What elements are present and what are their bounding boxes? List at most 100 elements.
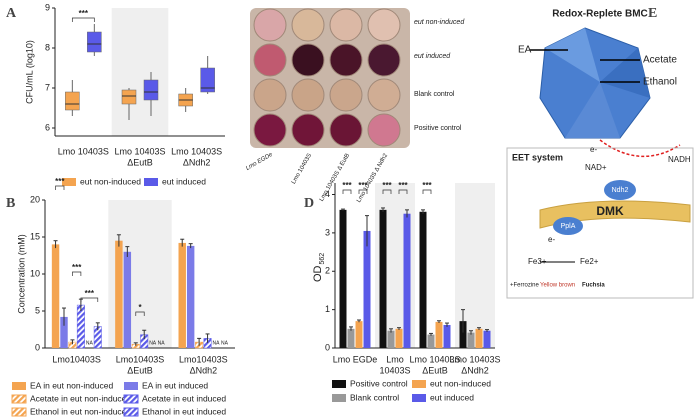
row-label: Blank control bbox=[414, 91, 455, 98]
annotation: *** bbox=[342, 181, 352, 190]
legend-label: eut induced bbox=[162, 176, 206, 186]
y-tick-label: 9 bbox=[45, 2, 50, 12]
bar bbox=[467, 332, 475, 348]
diagram-text: Acetate bbox=[643, 55, 677, 66]
shade bbox=[455, 183, 495, 348]
bracket bbox=[55, 185, 65, 190]
diagram-text: Fe3+ bbox=[528, 257, 547, 266]
y-tick-label: 15 bbox=[30, 231, 40, 241]
legend-label: eut non-induced bbox=[80, 176, 141, 186]
diagram-text: e- bbox=[548, 235, 555, 244]
legend-swatch bbox=[62, 178, 76, 186]
y-tick-label: 6 bbox=[45, 122, 50, 132]
legend-swatch bbox=[332, 380, 346, 388]
box bbox=[200, 67, 215, 93]
box bbox=[87, 31, 102, 53]
diagram-text: +Ferrozine bbox=[510, 283, 540, 289]
diagram-text: Fuchsia bbox=[582, 283, 605, 289]
y-axis-label: OD bbox=[312, 265, 324, 282]
y-tick-label: 2 bbox=[325, 266, 330, 276]
x-tick-label: Lmo 10403S bbox=[171, 146, 222, 156]
x-tick-label: Lmo10403S bbox=[52, 354, 101, 364]
value-label: NA bbox=[158, 340, 166, 346]
x-tick-label: 10403S bbox=[379, 365, 410, 375]
bracket bbox=[422, 189, 432, 194]
x-tick-label: ΔNdh2 bbox=[190, 365, 218, 375]
diagram-title: Redox-Replete BMC bbox=[552, 9, 648, 20]
bracket bbox=[80, 297, 99, 302]
bar bbox=[387, 330, 395, 348]
bracket bbox=[382, 189, 392, 194]
x-tick-label: Lmo10403S bbox=[116, 354, 165, 364]
diagram-text: EA bbox=[518, 45, 532, 56]
panel-label: E bbox=[648, 6, 657, 21]
x-tick-label: Lmo 10403S bbox=[58, 146, 109, 156]
x-tick-label: ΔEutB bbox=[127, 365, 153, 375]
legend-swatch bbox=[123, 394, 139, 404]
annotation: *** bbox=[422, 181, 432, 190]
bar bbox=[403, 213, 411, 348]
box bbox=[65, 91, 80, 111]
annotation: *** bbox=[72, 263, 82, 272]
diagram-text: DMK bbox=[596, 204, 624, 218]
bracket bbox=[72, 271, 82, 276]
bar bbox=[475, 328, 483, 348]
diagram-text: e- bbox=[590, 145, 597, 154]
x-tick-label: ΔNdh2 bbox=[183, 157, 211, 167]
x-tick-label: Lmo10403S bbox=[179, 354, 228, 364]
annotation: *** bbox=[382, 181, 392, 190]
bar bbox=[76, 304, 85, 349]
legend-swatch bbox=[11, 394, 27, 404]
bar bbox=[443, 324, 451, 348]
legend-swatch bbox=[412, 394, 426, 402]
annotation: *** bbox=[55, 177, 65, 186]
bar bbox=[483, 330, 491, 348]
column-label: Lmo EGDe bbox=[245, 152, 274, 172]
box bbox=[143, 79, 159, 101]
legend-swatch bbox=[12, 382, 26, 390]
bar bbox=[427, 334, 435, 348]
diagram-text: Ethanol bbox=[643, 77, 677, 88]
legend-label: EA in eut non-induced bbox=[30, 380, 113, 390]
y-axis-label: Concentration (mM) bbox=[16, 234, 26, 314]
y-tick-label: 7 bbox=[45, 82, 50, 92]
legend-label: EA in eut induced bbox=[142, 380, 208, 390]
y-tick-label: 0 bbox=[325, 342, 330, 352]
legend-swatch bbox=[123, 407, 139, 417]
row-label: eut induced bbox=[414, 53, 451, 60]
row-label: Positive control bbox=[414, 125, 462, 132]
x-tick-label: Lmo 10403S bbox=[449, 354, 500, 364]
bracket bbox=[358, 189, 368, 194]
bar bbox=[355, 321, 363, 348]
bar bbox=[419, 211, 427, 348]
x-tick-label: ΔEutB bbox=[127, 157, 153, 167]
y-tick-label: 20 bbox=[30, 194, 40, 204]
legend-label: eut induced bbox=[430, 392, 474, 402]
bar bbox=[395, 328, 403, 348]
bar bbox=[339, 209, 347, 348]
bracket bbox=[398, 189, 408, 194]
legend-label: eut non-induced bbox=[430, 378, 491, 388]
bar bbox=[51, 244, 60, 348]
bracket bbox=[342, 189, 352, 194]
value-label: NA bbox=[149, 340, 157, 346]
legend-label: Blank control bbox=[350, 392, 399, 402]
panel-label: D bbox=[304, 196, 314, 211]
legend-swatch bbox=[11, 407, 27, 417]
legend-swatch bbox=[124, 382, 138, 390]
y-tick-label: 8 bbox=[45, 42, 50, 52]
bar bbox=[379, 209, 387, 348]
legend-swatch bbox=[144, 178, 158, 186]
y-tick-label: 10 bbox=[30, 268, 40, 278]
bar bbox=[435, 321, 443, 348]
diagram-text: NAD+ bbox=[585, 163, 607, 172]
x-tick-label: ΔNdh2 bbox=[461, 365, 489, 375]
legend-label: Acetate in eut induced bbox=[142, 393, 226, 403]
y-axis-label: CFU/mL (log10) bbox=[24, 40, 34, 104]
value-label: NA bbox=[213, 340, 221, 346]
annotation: *** bbox=[398, 181, 408, 190]
y-tick-label: 4 bbox=[325, 189, 330, 199]
bracket bbox=[71, 17, 95, 22]
annotation: * bbox=[138, 303, 142, 312]
